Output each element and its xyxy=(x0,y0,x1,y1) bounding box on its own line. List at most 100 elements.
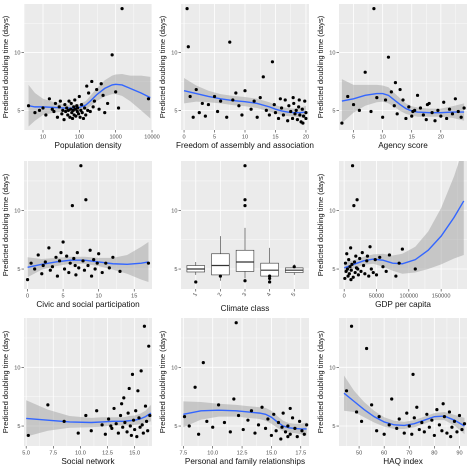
x-axis-title: Climate class xyxy=(221,304,270,313)
data-point xyxy=(95,87,99,92)
data-point xyxy=(274,429,278,433)
x-tick-label: 10 xyxy=(96,294,102,300)
data-point xyxy=(287,104,291,108)
data-point xyxy=(425,412,429,416)
data-point xyxy=(304,116,308,121)
data-point xyxy=(404,116,408,121)
data-point xyxy=(81,259,85,263)
data-point xyxy=(243,89,247,93)
data-point xyxy=(57,105,61,109)
y-axis-title: Predicted doubling time (days) xyxy=(316,173,325,276)
y-tick-label: 5 xyxy=(332,424,335,430)
data-point xyxy=(269,433,274,438)
data-point xyxy=(99,82,103,86)
data-point xyxy=(369,267,373,271)
x-tick-label: 5 xyxy=(62,294,65,300)
data-point xyxy=(206,102,211,107)
data-point xyxy=(276,420,281,425)
data-point xyxy=(135,435,139,439)
outlier-point xyxy=(243,204,247,208)
data-point xyxy=(270,60,275,64)
plot-area xyxy=(343,161,465,282)
data-point xyxy=(101,93,105,97)
x-axis-title: Agency score xyxy=(378,141,428,150)
data-point xyxy=(384,269,388,273)
data-point xyxy=(55,115,60,119)
y-tick-label: 10 xyxy=(329,51,335,57)
plot-area xyxy=(26,324,152,439)
data-point xyxy=(26,104,31,108)
data-point xyxy=(347,258,351,262)
data-point xyxy=(393,81,398,85)
data-point xyxy=(194,87,198,92)
data-point xyxy=(425,102,430,107)
data-point xyxy=(41,106,45,110)
data-point xyxy=(234,91,238,95)
data-point xyxy=(110,53,114,57)
x-tick-label: 0 xyxy=(182,135,185,141)
data-point xyxy=(350,262,354,266)
x-tick-label: 10 xyxy=(242,135,248,141)
panel-5: 5 10 1 2 3 4 5 Climate class xyxy=(171,161,309,313)
data-point xyxy=(90,79,94,84)
data-point xyxy=(76,112,81,116)
x-tick-label: 10.0 xyxy=(75,451,86,457)
x-tick-label: 10 xyxy=(380,135,386,141)
data-point xyxy=(427,425,431,429)
data-point xyxy=(415,93,420,97)
y-tick-label: 10 xyxy=(171,51,177,57)
data-point xyxy=(65,106,69,110)
data-point xyxy=(344,389,349,393)
data-point xyxy=(397,417,401,421)
x-tick-label: 100000 xyxy=(399,294,418,300)
data-point xyxy=(351,102,356,107)
data-point xyxy=(86,108,90,112)
data-point xyxy=(76,106,80,110)
data-point xyxy=(52,109,56,114)
data-point xyxy=(72,256,76,261)
plot-area xyxy=(183,7,308,125)
data-point xyxy=(60,112,64,116)
data-point xyxy=(107,417,111,421)
panel-7: 5 10 5.0 7.5 10.0 12.5 15.0 Social network Predi… xyxy=(1,318,152,466)
smooth-line xyxy=(28,83,151,109)
data-point xyxy=(197,432,201,436)
data-point xyxy=(372,7,376,11)
data-point xyxy=(383,98,388,102)
data-point xyxy=(281,113,285,117)
data-point xyxy=(104,261,108,265)
x-tick-label: 12.5 xyxy=(237,451,248,457)
data-point xyxy=(100,423,104,427)
data-point xyxy=(67,99,71,103)
x-axis-title: Personal and family relationships xyxy=(185,457,305,466)
data-point xyxy=(74,114,78,118)
data-point xyxy=(26,433,30,438)
data-point xyxy=(146,97,151,101)
data-point xyxy=(301,114,306,118)
y-tick-label: 5 xyxy=(332,267,335,273)
data-point xyxy=(346,274,350,278)
data-point xyxy=(411,109,415,114)
data-point xyxy=(345,252,349,256)
data-point xyxy=(349,246,353,250)
data-point xyxy=(457,413,462,418)
data-point xyxy=(201,361,205,365)
data-point xyxy=(109,424,113,428)
data-point xyxy=(373,258,377,262)
data-point xyxy=(292,101,296,106)
data-point xyxy=(79,108,83,112)
x-tick-label: 90 xyxy=(456,451,462,457)
data-point xyxy=(400,247,404,251)
data-point xyxy=(70,111,74,115)
data-point xyxy=(462,422,467,426)
x-tick-label: 7.5 xyxy=(179,451,187,457)
data-point xyxy=(290,416,295,420)
data-point xyxy=(246,418,250,422)
x-tick-label: 7.5 xyxy=(49,451,57,457)
y-axis-title: Predicted doubling time (days) xyxy=(1,15,10,118)
data-point xyxy=(267,113,271,117)
data-point xyxy=(142,324,147,328)
x-tick-label: 70 xyxy=(406,451,412,457)
x-tick-label: 15 xyxy=(131,294,137,300)
data-point xyxy=(357,108,361,112)
